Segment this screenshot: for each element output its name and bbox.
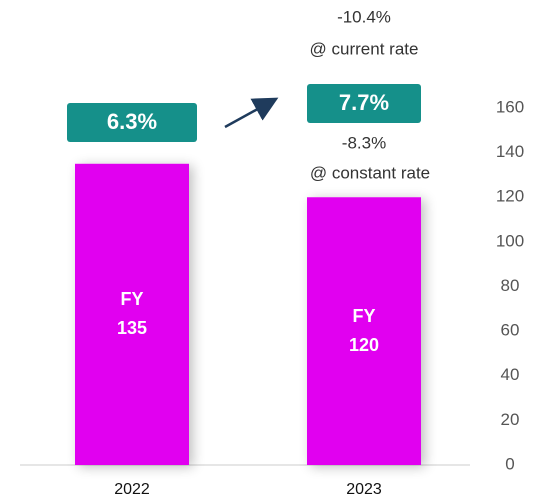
bar-label: FY bbox=[120, 289, 143, 309]
y-tick-label: 100 bbox=[496, 231, 524, 250]
badge-text: 6.3% bbox=[107, 109, 157, 134]
y-tick-label: 40 bbox=[501, 365, 520, 384]
arrow bbox=[224, 97, 279, 129]
bar-label: 135 bbox=[117, 318, 147, 338]
y-tick-label: 140 bbox=[496, 142, 524, 161]
y-tick-label: 120 bbox=[496, 187, 524, 206]
annotation: -10.4% bbox=[337, 7, 391, 26]
bar bbox=[75, 163, 189, 465]
y-tick-label: 80 bbox=[501, 276, 520, 295]
y-tick-label: 20 bbox=[501, 410, 520, 429]
badge-text: 7.7% bbox=[339, 90, 389, 115]
bar-label: FY bbox=[352, 306, 375, 326]
badge bbox=[67, 103, 197, 142]
bar bbox=[307, 197, 421, 465]
y-tick-label: 0 bbox=[505, 454, 514, 473]
bar-label: 120 bbox=[349, 335, 379, 355]
annotation: @ current rate bbox=[310, 39, 419, 58]
y-tick-label: 60 bbox=[501, 321, 520, 340]
x-tick-label: 2023 bbox=[346, 481, 382, 498]
y-tick-label: 160 bbox=[496, 97, 524, 116]
badge bbox=[307, 84, 421, 123]
annotation: -8.3% bbox=[342, 133, 386, 152]
x-tick-label: 2022 bbox=[114, 481, 150, 498]
annotation: @ constant rate bbox=[310, 163, 430, 182]
